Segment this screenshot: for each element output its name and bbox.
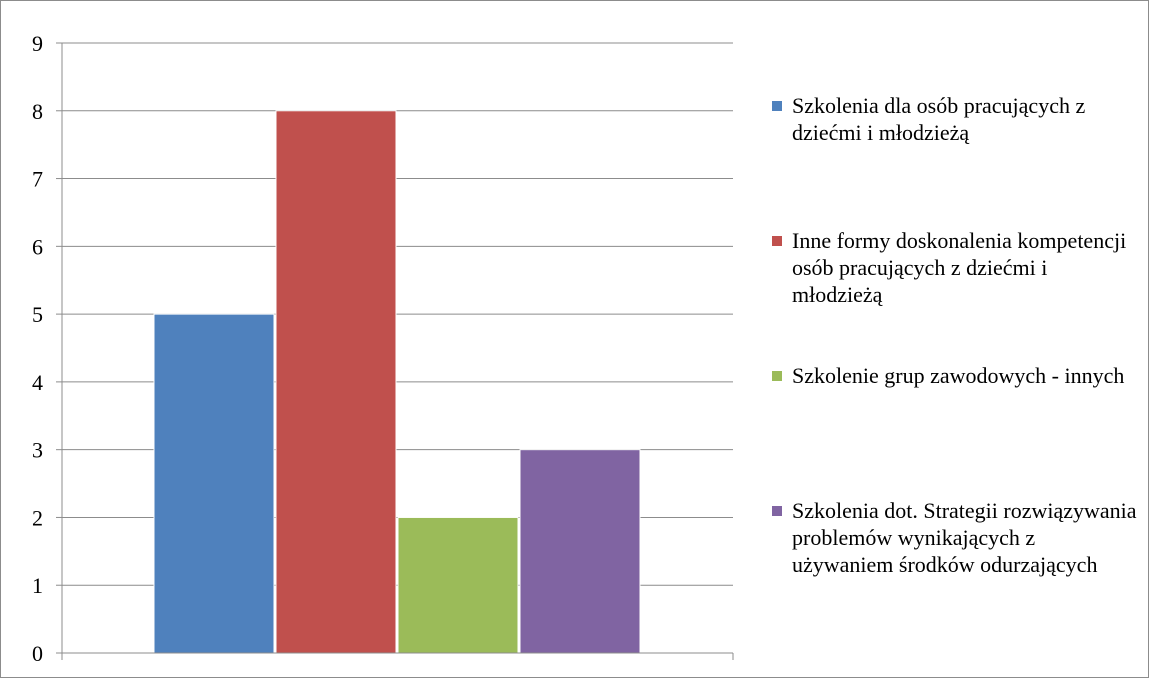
legend-item-3: Szkolenie grup zawodowych - innych — [772, 362, 1142, 389]
y-tick-label-5: 5 — [32, 302, 43, 327]
legend-item-2: Inne formy doskonalenia kompetencji osób… — [772, 227, 1142, 308]
y-tick-label-3: 3 — [32, 438, 43, 463]
legend-label-4: Szkolenia dot. Strategii rozwiązywania p… — [792, 498, 1137, 577]
legend-item-4: Szkolenia dot. Strategii rozwiązywania p… — [772, 497, 1142, 578]
y-tick-label-1: 1 — [32, 573, 43, 598]
legend-swatch-2 — [772, 236, 782, 246]
y-tick-label-6: 6 — [32, 234, 43, 259]
legend-swatch-1 — [772, 101, 782, 111]
legend-swatch-4 — [772, 506, 782, 516]
legend-label-3: Szkolenie grup zawodowych - innych — [792, 363, 1125, 388]
y-axis-ticks: 0 1 2 3 4 5 6 7 8 9 — [32, 31, 62, 666]
legend-label-2: Inne formy doskonalenia kompetencji osób… — [792, 228, 1127, 307]
y-tick-label-8: 8 — [32, 99, 43, 124]
y-tick-label-7: 7 — [32, 167, 43, 192]
y-tick-label-2: 2 — [32, 505, 43, 530]
bar-2 — [275, 110, 397, 654]
bar-3 — [397, 516, 519, 654]
axes — [61, 43, 734, 660]
y-tick-label-4: 4 — [32, 370, 43, 395]
bar-4 — [519, 449, 641, 654]
legend-item-1: Szkolenia dla osób pracujących z dziećmi… — [772, 92, 1142, 146]
y-tick-label-0: 0 — [32, 641, 43, 666]
y-tick-label-9: 9 — [32, 31, 43, 56]
bars — [153, 110, 641, 654]
legend-swatch-3 — [772, 371, 782, 381]
bar-1 — [153, 313, 275, 654]
legend-label-1: Szkolenia dla osób pracujących z dziećmi… — [792, 93, 1086, 145]
